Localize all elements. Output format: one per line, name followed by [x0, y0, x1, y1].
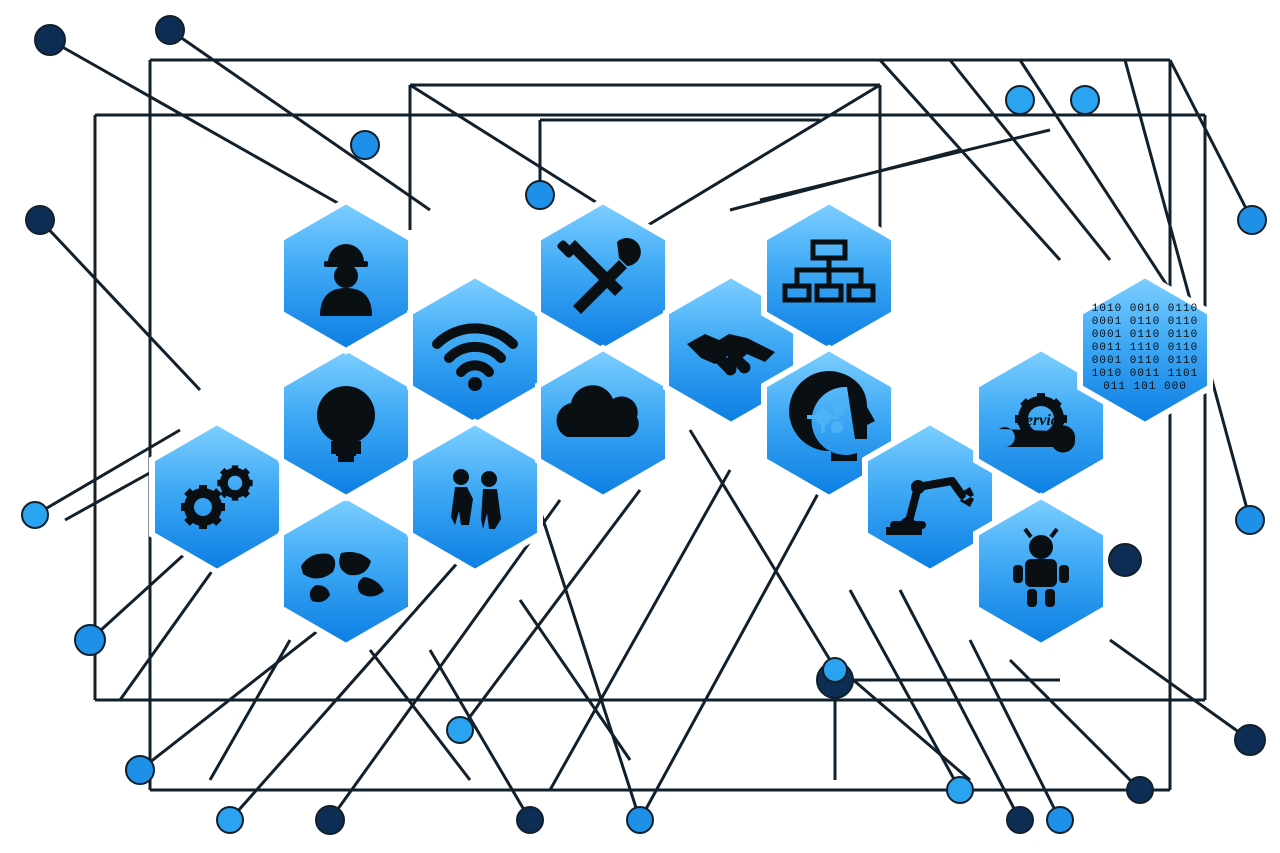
network-node: [26, 206, 54, 234]
binary-line: 1010 0010 0110: [1092, 303, 1198, 315]
hex-cloud: [538, 348, 668, 498]
hex-gears: [152, 422, 282, 572]
binary-line: 0001 0110 0110: [1092, 316, 1198, 328]
network-node: [156, 16, 184, 44]
network-node: [627, 807, 653, 833]
network-node: [1109, 544, 1141, 576]
industry-4-0-diagram: Service1010 0010 01100001 0110 01100001 …: [0, 0, 1280, 853]
network-node: [1047, 807, 1073, 833]
network-node: [1238, 206, 1266, 234]
binary-line: 0001 0110 0110: [1092, 355, 1198, 367]
network-node: [217, 807, 243, 833]
binary-line: 011 101 000: [1103, 381, 1187, 393]
hexagon-grid: Service1010 0010 01100001 0110 01100001 …: [152, 201, 1210, 646]
network-node: [351, 131, 379, 159]
network-node: [35, 25, 65, 55]
network-node: [316, 806, 344, 834]
network-node: [823, 658, 847, 682]
hex-lightbulb: [281, 348, 411, 498]
network-node: [1071, 86, 1099, 114]
network-node: [75, 625, 105, 655]
network-node: [1127, 777, 1153, 803]
network-node: [947, 777, 973, 803]
network-node: [1236, 506, 1264, 534]
network-node: [1235, 725, 1265, 755]
service-label: Service: [1017, 412, 1065, 429]
hex-wifi: [410, 275, 540, 425]
binary-line: 0001 0110 0110: [1092, 329, 1198, 341]
hex-worker: [281, 201, 411, 351]
network-node: [22, 502, 48, 528]
network-node: [447, 717, 473, 743]
binary-line: 0011 1110 0110: [1092, 342, 1198, 354]
binary-line: 1010 0011 1101: [1092, 368, 1198, 380]
network-node: [526, 181, 554, 209]
network-node: [1007, 807, 1033, 833]
network-node: [126, 756, 154, 784]
hex-team: [410, 422, 540, 572]
network-node: [1006, 86, 1034, 114]
hex-worldmap: [281, 496, 411, 646]
network-node: [517, 807, 543, 833]
